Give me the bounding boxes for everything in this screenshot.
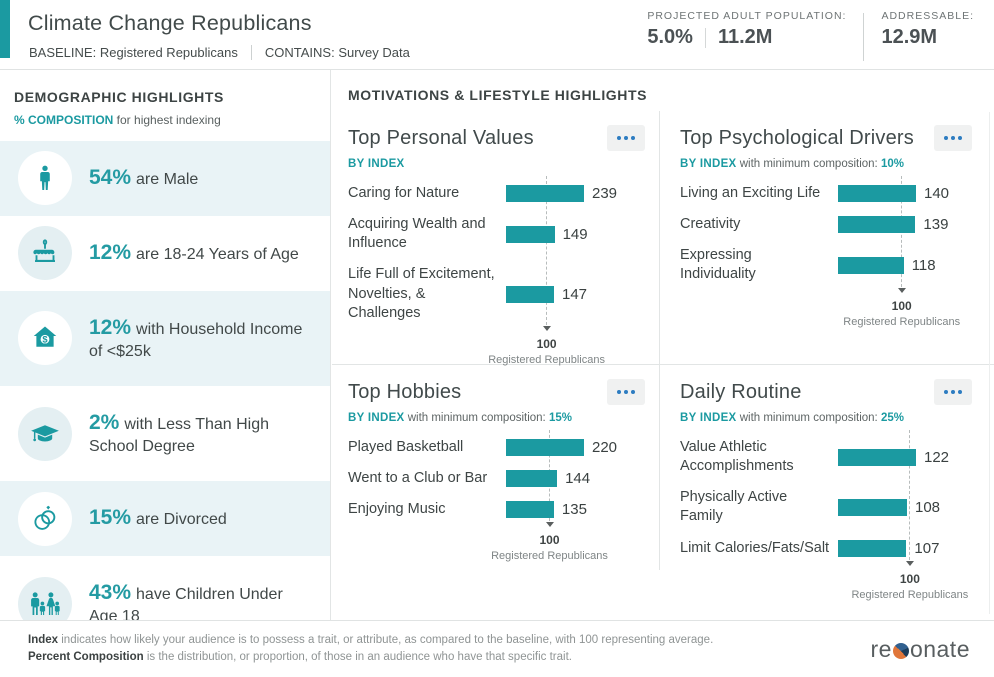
projected-pct-value: 5.0% [647, 26, 693, 48]
chart-row: Acquiring Wealth and Influence 149 [348, 216, 588, 252]
demographic-highlights-panel: DEMOGRAPHIC HIGHLIGHTS % COMPOSITION for… [0, 70, 331, 652]
demographic-row-male: 54% are Male [0, 141, 330, 216]
quadrant-title: Top Psychological Drivers [680, 126, 914, 149]
quadrant-title: Daily Routine [680, 380, 802, 403]
stat-text: are Male [136, 171, 199, 188]
baseline-text: BASELINE: Registered Republicans [29, 45, 238, 60]
projected-population-group: PROJECTED ADULT POPULATION: 5.0% 11.2M [647, 10, 846, 61]
ellipsis-menu-icon[interactable] [934, 125, 972, 151]
quadrant-top-hobbies: Top Hobbies BY INDEX with minimum compos… [332, 365, 660, 570]
quadrant-subtitle: BY INDEX with minimum composition: 25% [680, 412, 904, 424]
teal-accent-bar [0, 0, 10, 58]
addressable-label: ADDRESSABLE: [881, 10, 974, 22]
motivations-lifestyle-panel: MOTIVATIONS & LIFESTYLE HIGHLIGHTS Top P… [332, 70, 994, 620]
wedding-rings-icon [18, 491, 72, 546]
motivations-title: MOTIVATIONS & LIFESTYLE HIGHLIGHTS [348, 87, 648, 103]
index-bar-chart: 100 Registered Republicans Value Athleti… [680, 430, 972, 601]
index-bar [838, 448, 916, 466]
chart-row: Went to a Club or Bar 144 [348, 470, 591, 488]
divider [863, 13, 865, 61]
graduation-cap-icon [18, 406, 72, 461]
ellipsis-menu-icon[interactable] [607, 125, 645, 151]
quadrant-top-psychological-drivers: Top Psychological Drivers BY INDEX with … [660, 111, 994, 365]
ellipsis-menu-icon[interactable] [934, 379, 972, 405]
addressable-value: 12.9M [881, 26, 938, 48]
index-bar-chart: 100 Registered Republicans Living an Exc… [680, 176, 972, 328]
baseline-arrow-icon [545, 522, 554, 531]
index-bar [506, 185, 584, 203]
demographic-row-education: 2% with Less Than High School Degree [0, 386, 330, 482]
header-stats: PROJECTED ADULT POPULATION: 5.0% 11.2M A… [647, 10, 974, 61]
chart-row: Creativity 139 [680, 216, 949, 234]
index-bar [506, 501, 554, 519]
resonate-swirl-icon [892, 643, 909, 659]
demographics-subtitle: % COMPOSITION for highest indexing [14, 113, 221, 127]
chart-row: Value Athletic Accomplishments 122 [680, 439, 950, 475]
chart-row: Life Full of Excitement, Novelties, & Ch… [348, 266, 588, 321]
index-bar [838, 498, 907, 516]
divider [250, 45, 252, 60]
stat-text: with Household Income of <$25k [89, 320, 303, 360]
house-dollar-icon: $ [18, 311, 72, 366]
quadrant-daily-routine: Daily Routine BY INDEX with minimum comp… [660, 365, 994, 601]
quadrant-grid: Top Personal Values BY INDEX 100 Registe… [332, 111, 994, 601]
ellipsis-menu-icon[interactable] [607, 379, 645, 405]
chart-row: Caring for Nature 239 [348, 185, 618, 203]
projected-population-label: PROJECTED ADULT POPULATION: [647, 10, 847, 22]
index-bar [838, 256, 904, 274]
demographic-row-divorced: 15% are Divorced [0, 481, 330, 557]
report-footer: Index indicates how likely your audience… [0, 620, 994, 677]
demographic-row-income: $ 12% with Household Income of <$25k [0, 290, 330, 387]
stat-percent: 12% [89, 315, 132, 339]
quadrant-subtitle: BY INDEX with minimum composition: 15% [348, 412, 572, 424]
report-header: Climate Change Republicans BASELINE: Reg… [0, 0, 994, 70]
index-bar [838, 216, 916, 234]
chart-row: Living an Exciting Life 140 [680, 185, 950, 203]
stat-text: are Divorced [136, 511, 227, 529]
index-bar [506, 470, 558, 488]
addressable-group: ADDRESSABLE: 12.9M [881, 10, 974, 61]
index-bar [506, 285, 554, 303]
quadrant-title: Top Hobbies [348, 380, 462, 403]
projected-count-value: 11.2M [717, 26, 773, 48]
chart-row: Expressing Individuality 118 [680, 247, 936, 283]
demographic-row-age: 12% are 18-24 Years of Age [0, 215, 330, 291]
stat-percent: 54% [89, 166, 132, 189]
chart-row: Physically Active Family 108 [680, 489, 941, 525]
contains-text: CONTAINS: Survey Data [264, 45, 410, 60]
index-bar-chart: 100 Registered Republicans Caring for Na… [348, 176, 645, 366]
stat-percent: 2% [89, 411, 120, 435]
index-bar-chart: 100 Registered Republicans Played Basket… [348, 430, 645, 562]
index-bar [506, 225, 555, 243]
header-subtitle: BASELINE: Registered Republicans CONTAIN… [29, 45, 410, 60]
index-bar [506, 439, 584, 457]
chart-row: Limit Calories/Fats/Salt 107 [680, 539, 940, 557]
quadrant-subtitle: BY INDEX [348, 158, 405, 170]
baseline-arrow-icon [542, 326, 551, 335]
chart-row: Played Basketball 220 [348, 439, 618, 457]
chart-row: Enjoying Music 135 [348, 501, 587, 519]
quadrant-subtitle: BY INDEX with minimum composition: 10% [680, 158, 904, 170]
stat-text: are 18-24 Years of Age [136, 245, 299, 263]
quadrant-title: Top Personal Values [348, 126, 534, 149]
birthday-cake-icon [18, 226, 72, 281]
index-bar [838, 185, 916, 203]
svg-text:$: $ [42, 335, 48, 345]
resonate-logo: re onate [870, 635, 970, 662]
stat-text: with Less Than High School Degree [89, 416, 270, 455]
demographics-title: DEMOGRAPHIC HIGHLIGHTS [14, 89, 224, 105]
stat-percent: 12% [89, 240, 132, 264]
page-title: Climate Change Republicans [28, 11, 312, 35]
index-bar [838, 539, 907, 557]
baseline-arrow-icon [897, 288, 906, 297]
baseline-arrow-icon [905, 561, 914, 570]
divider [704, 27, 706, 48]
stat-percent: 15% [89, 506, 132, 530]
stat-percent: 43% [89, 581, 132, 605]
footer-definitions: Index indicates how likely your audience… [28, 633, 714, 663]
male-icon [18, 151, 72, 206]
quadrant-top-personal-values: Top Personal Values BY INDEX 100 Registe… [332, 111, 660, 366]
